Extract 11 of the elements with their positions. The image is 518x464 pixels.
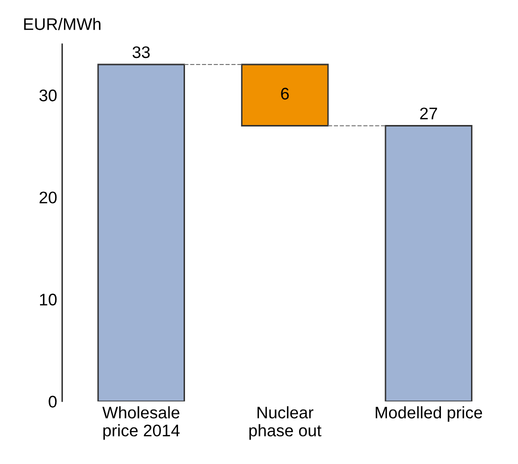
- x-tick-label: Modelled price: [376, 406, 482, 422]
- data-label: 33: [132, 46, 150, 58]
- data-label: 27: [420, 108, 438, 120]
- y-tick-label: 20: [40, 192, 57, 204]
- y-axis-title: EUR/MWh: [24, 18, 100, 30]
- y-tick-label: 30: [39, 90, 57, 102]
- y-tick-label: 0: [48, 396, 57, 408]
- x-tick-label: Nuclear phase out: [249, 406, 322, 440]
- x-tick-label: Wholesale price 2014: [102, 406, 180, 440]
- y-tick-label: 10: [40, 294, 57, 306]
- data-label: 6: [281, 88, 289, 100]
